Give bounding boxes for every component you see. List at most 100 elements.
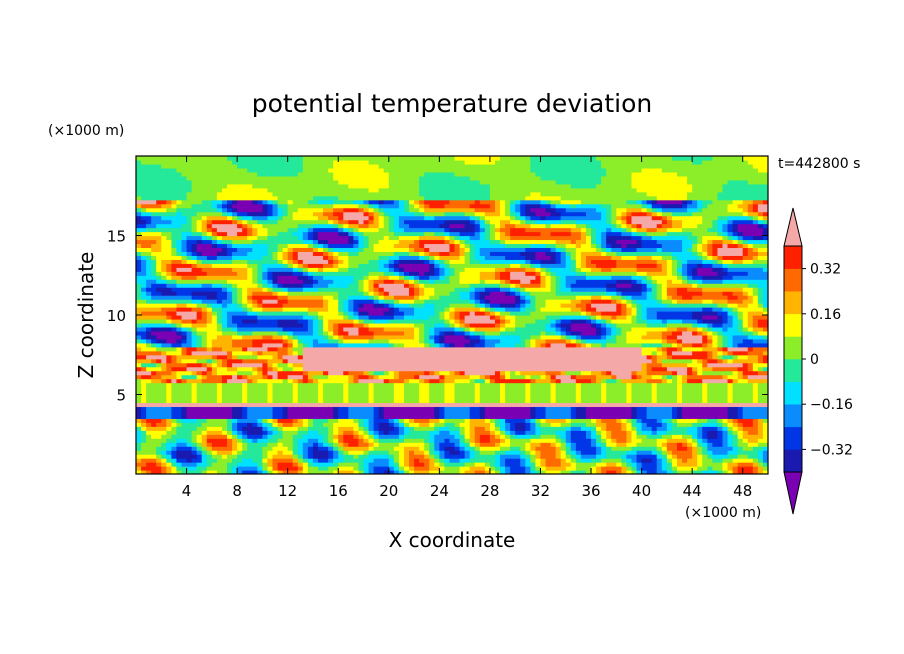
- heatmap-cell: [136, 390, 142, 396]
- heatmap-cell: [176, 338, 183, 344]
- heatmap-cell: [292, 207, 299, 213]
- heatmap-cell: [232, 426, 238, 431]
- heatmap-cell: [419, 382, 425, 388]
- heatmap-cell: [398, 243, 405, 249]
- heatmap-cell: [237, 386, 243, 392]
- heatmap-cell: [151, 179, 157, 185]
- heatmap-cell: [176, 462, 183, 467]
- heatmap-cell: [449, 386, 456, 392]
- heatmap-cell: [221, 394, 228, 400]
- heatmap-cell: [211, 458, 218, 463]
- heatmap-cell: [343, 342, 349, 348]
- heatmap-cell: [242, 279, 248, 284]
- heatmap-cell: [287, 438, 294, 443]
- heatmap-cell: [257, 223, 263, 229]
- heatmap-cell: [429, 303, 435, 308]
- heatmap-cell: [328, 299, 334, 304]
- heatmap-cell: [171, 454, 178, 459]
- heatmap-cell: [237, 163, 243, 169]
- heatmap-cell: [181, 167, 188, 173]
- heatmap-cell: [358, 175, 365, 181]
- heatmap-cell: [429, 315, 435, 320]
- heatmap-cell: [393, 462, 400, 467]
- heatmap-cell: [323, 259, 329, 264]
- heatmap-cell: [272, 303, 279, 308]
- heatmap-cell: [373, 171, 380, 177]
- heatmap-cell: [343, 207, 349, 213]
- heatmap-cell: [257, 271, 263, 276]
- heatmap-cell: [323, 191, 329, 197]
- heatmap-cell: [201, 414, 208, 419]
- heatmap-cell: [373, 255, 380, 260]
- heatmap-cell: [277, 382, 284, 388]
- heatmap-cell: [434, 159, 440, 165]
- heatmap-cell: [161, 279, 167, 284]
- heatmap-cell: [282, 406, 289, 411]
- heatmap-cell: [206, 283, 213, 288]
- heatmap-cell: [186, 271, 193, 276]
- heatmap-cell: [449, 358, 456, 364]
- heatmap-cell: [343, 295, 349, 300]
- heatmap-cell: [444, 156, 451, 161]
- heatmap-cell: [191, 410, 198, 415]
- heatmap-cell: [429, 227, 435, 233]
- heatmap-cell: [297, 259, 304, 264]
- heatmap-cell: [318, 350, 324, 356]
- heatmap-cell: [272, 378, 279, 384]
- heatmap-cell: [353, 183, 360, 189]
- heatmap-cell: [156, 291, 162, 296]
- heatmap-cell: [257, 450, 263, 455]
- heatmap-cell: [429, 291, 435, 296]
- heatmap-cell: [419, 318, 425, 324]
- heatmap-cell: [409, 156, 415, 161]
- heatmap-cell: [358, 315, 365, 320]
- heatmap-cell: [388, 470, 395, 474]
- heatmap-cell: [409, 434, 415, 439]
- heatmap-cell: [141, 211, 147, 217]
- heatmap-cell: [434, 370, 440, 376]
- heatmap-cell: [242, 179, 248, 185]
- heatmap-cell: [373, 434, 380, 439]
- heatmap-cell: [267, 338, 274, 344]
- heatmap-cell: [191, 275, 198, 280]
- heatmap-cell: [419, 450, 425, 455]
- heatmap-cell: [353, 438, 360, 443]
- heatmap-cell: [252, 191, 258, 197]
- heatmap-cell: [338, 159, 344, 165]
- heatmap-cell: [141, 235, 147, 241]
- heatmap-cell: [267, 426, 274, 431]
- heatmap-cell: [297, 295, 304, 300]
- heatmap-cell: [363, 275, 370, 280]
- heatmap-cell: [267, 330, 274, 336]
- heatmap-cell: [333, 215, 339, 221]
- heatmap-cell: [338, 183, 344, 189]
- heatmap-cell: [247, 398, 253, 404]
- heatmap-cell: [373, 307, 380, 312]
- heatmap-cell: [252, 167, 258, 173]
- heatmap-cell: [353, 207, 360, 213]
- heatmap-cell: [206, 311, 213, 316]
- heatmap-cell: [151, 334, 157, 340]
- heatmap-cell: [191, 346, 198, 352]
- heatmap-cell: [146, 466, 152, 471]
- heatmap-cell: [434, 338, 440, 344]
- heatmap-cell: [151, 251, 157, 256]
- heatmap-cell: [136, 350, 142, 356]
- heatmap-cell: [383, 199, 390, 205]
- heatmap-cell: [181, 434, 188, 439]
- heatmap-cell: [292, 426, 299, 431]
- heatmap-cell: [353, 255, 360, 260]
- heatmap-cell: [196, 342, 203, 348]
- heatmap-cell: [221, 235, 228, 241]
- heatmap-cell: [348, 231, 355, 237]
- heatmap-cell: [211, 450, 218, 455]
- heatmap-cell: [262, 295, 269, 300]
- heatmap-cell: [161, 163, 167, 169]
- heatmap-cell: [221, 426, 228, 431]
- heatmap-cell: [353, 398, 360, 404]
- heatmap-cell: [176, 291, 183, 296]
- heatmap-cell: [343, 346, 349, 352]
- heatmap-cell: [292, 450, 299, 455]
- heatmap-cell: [221, 311, 228, 316]
- heatmap-cell: [373, 442, 380, 447]
